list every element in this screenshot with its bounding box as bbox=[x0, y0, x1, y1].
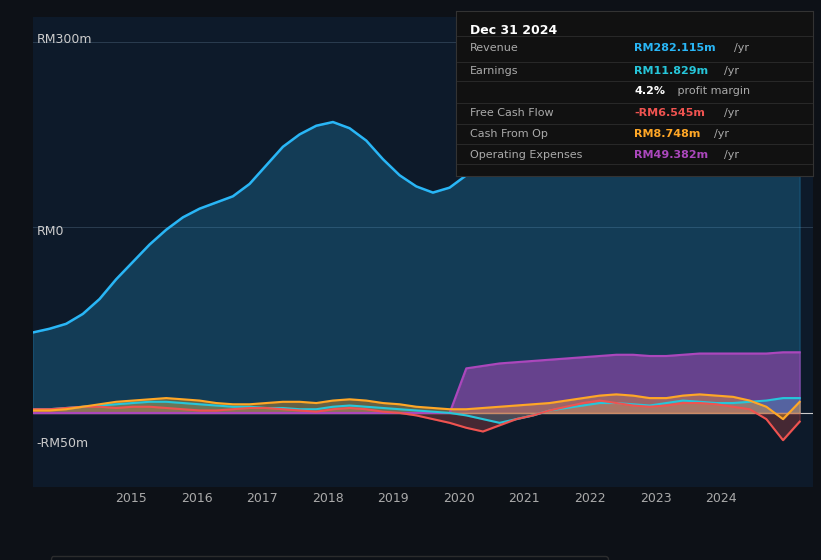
Text: /yr: /yr bbox=[734, 43, 750, 53]
Text: /yr: /yr bbox=[724, 108, 739, 118]
Text: RM282.115m: RM282.115m bbox=[635, 43, 716, 53]
Text: 4.2%: 4.2% bbox=[635, 86, 665, 96]
Text: /yr: /yr bbox=[714, 129, 729, 139]
Text: Revenue: Revenue bbox=[470, 43, 519, 53]
Text: /yr: /yr bbox=[724, 67, 739, 77]
Text: RM0: RM0 bbox=[37, 225, 64, 238]
Text: RM8.748m: RM8.748m bbox=[635, 129, 700, 139]
Text: /yr: /yr bbox=[724, 150, 739, 160]
Text: Dec 31 2024: Dec 31 2024 bbox=[470, 25, 557, 38]
Text: RM300m: RM300m bbox=[37, 33, 92, 46]
Text: Free Cash Flow: Free Cash Flow bbox=[470, 108, 553, 118]
Text: Cash From Op: Cash From Op bbox=[470, 129, 548, 139]
Text: Earnings: Earnings bbox=[470, 67, 518, 77]
Legend: Revenue, Earnings, Free Cash Flow, Cash From Op, Operating Expenses: Revenue, Earnings, Free Cash Flow, Cash … bbox=[51, 556, 608, 560]
Text: -RM6.545m: -RM6.545m bbox=[635, 108, 705, 118]
Text: Operating Expenses: Operating Expenses bbox=[470, 150, 582, 160]
Text: RM49.382m: RM49.382m bbox=[635, 150, 709, 160]
Text: -RM50m: -RM50m bbox=[37, 437, 89, 450]
Text: RM11.829m: RM11.829m bbox=[635, 67, 709, 77]
Text: profit margin: profit margin bbox=[674, 86, 750, 96]
